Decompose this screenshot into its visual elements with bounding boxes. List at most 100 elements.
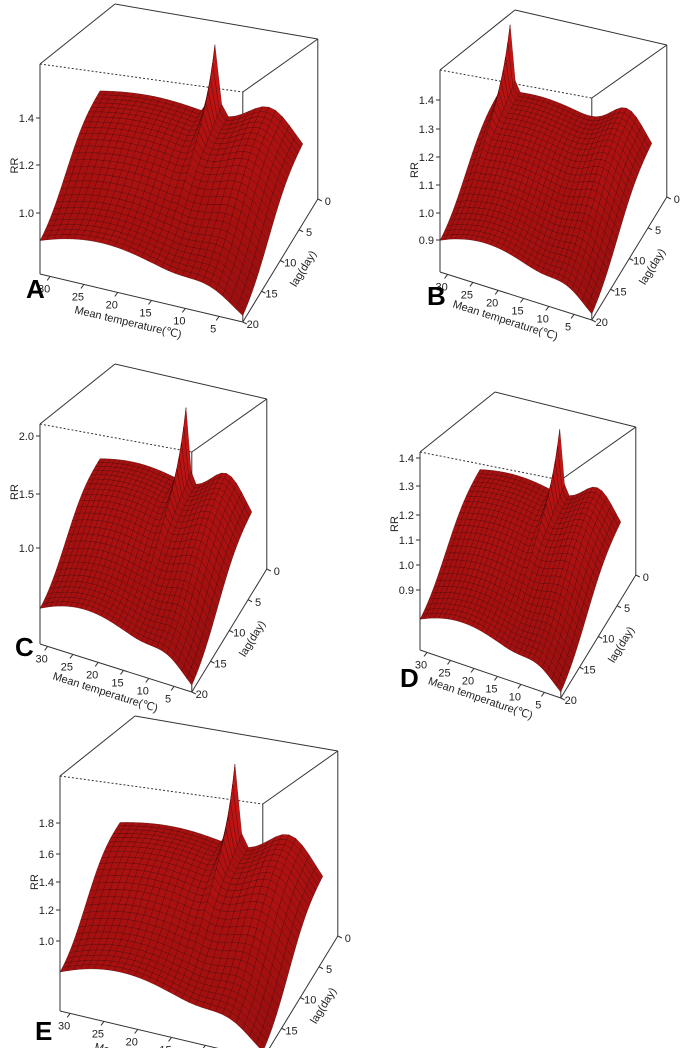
y-tick-label: 20 [565,695,577,707]
y-tick [318,966,324,970]
y-tick-label: 15 [583,664,595,676]
y-tick-label: 10 [304,995,316,1007]
z-tick-label: 1.4 [19,113,34,125]
x-tick [168,1037,172,1042]
y-tick [298,229,304,233]
x-tick-label: 25 [461,289,473,301]
y-tick-label: 0 [274,566,280,578]
y-tick-label: 5 [326,964,332,976]
x-tick [80,284,85,289]
x-tick-label: 20 [106,299,118,311]
x-tick [100,1021,105,1026]
x-tick-label: 30 [35,653,47,665]
x-tick-label: 15 [111,677,123,689]
y-tick-label: 15 [285,1025,297,1037]
panel-letter: C [15,632,34,662]
x-tick-label: 15 [511,305,523,317]
z-tick-label: 1.4 [399,453,414,465]
y-tick-label: 0 [674,194,680,206]
box-edge [39,3,116,65]
z-axis-label: RR [409,162,421,178]
x-tick-label: 5 [210,323,216,335]
z-tick-label: 1.6 [39,849,54,861]
y-tick-label: 15 [614,286,626,298]
x-tick-label: 20 [86,669,98,681]
box-edge [134,715,338,752]
x-tick-label: 25 [61,661,73,673]
panel-letter: A [26,274,45,304]
y-tick [317,198,323,202]
z-tick-label: 1.3 [419,124,434,136]
x-tick [148,300,152,305]
y-tick-label: 15 [265,288,277,300]
x-tick [540,692,545,697]
box-edge [39,423,192,453]
x-tick [470,668,475,673]
x-tick-label: 5 [165,693,171,705]
box-edge [39,363,116,425]
y-tick [647,227,653,231]
y-tick-label: 0 [345,933,351,945]
x-tick [545,306,550,311]
x-tick [494,290,499,295]
z-tick-label: 1.0 [19,208,34,220]
x-tick [215,316,220,321]
x-tick-label: 15 [139,307,151,319]
y-tick [337,935,343,939]
y-tick-label: 15 [214,658,226,670]
x-tick [134,1029,139,1034]
x-tick [120,670,124,675]
box-edge [39,273,243,323]
z-tick-label: 1.0 [399,560,414,572]
y-tick-label: 0 [325,196,331,208]
y-tick-label: 10 [633,256,645,268]
surface-mesh [39,407,252,686]
z-tick-label: 2.0 [19,431,34,443]
y-tick-label: 10 [602,634,614,646]
x-tick [46,276,51,281]
x-tick-label: 20 [462,675,474,687]
box-edge [59,715,136,777]
y-tick-label: 5 [306,227,312,239]
x-axis-label: Mean temperature(℃) [73,304,182,341]
y-tick-label: 5 [255,597,261,609]
x-tick [66,1013,71,1018]
z-tick-label: 1.8 [39,818,54,830]
x-tick [469,282,474,287]
x-tick-label: 5 [535,699,541,711]
y-tick [280,260,285,263]
x-tick [94,662,99,667]
chart-panel-e: 1.01.21.41.61.8RR30252015105Mean tempera… [29,715,351,1048]
x-tick [447,660,451,665]
x-tick [44,646,48,651]
box-edge [114,3,318,40]
box-edge [114,363,267,400]
z-tick-label: 0.9 [399,585,414,597]
x-tick [570,314,575,319]
surface-cell [235,303,246,316]
x-axis-label: Mean temperature(℃) [93,1041,202,1048]
chart-panel-a: 1.0 1.2 1.4 RR 30 25 20 15 10 5 Mean temperature(℃… [9,3,331,341]
box-edge [494,391,636,428]
x-tick-label: 30 [38,283,50,295]
x-tick-label: 25 [92,1028,104,1040]
box-edge [191,398,268,453]
z-axis-label: RR [9,484,21,500]
y-tick-label: 0 [643,572,649,584]
z-axis-label: RR [9,158,21,174]
box-edge [419,391,496,453]
y-tick-label: 20 [247,319,259,331]
y-tick [666,196,672,200]
z-tick-label: 1.3 [399,481,414,493]
x-tick [520,298,524,303]
box-edge [262,750,339,805]
x-tick [494,676,498,681]
y-tick-label: 10 [233,628,245,640]
x-tick-label: 5 [565,321,571,333]
z-tick-label: 1.0 [19,543,34,555]
z-tick-label: 1.4 [419,95,434,107]
x-tick [423,652,428,657]
